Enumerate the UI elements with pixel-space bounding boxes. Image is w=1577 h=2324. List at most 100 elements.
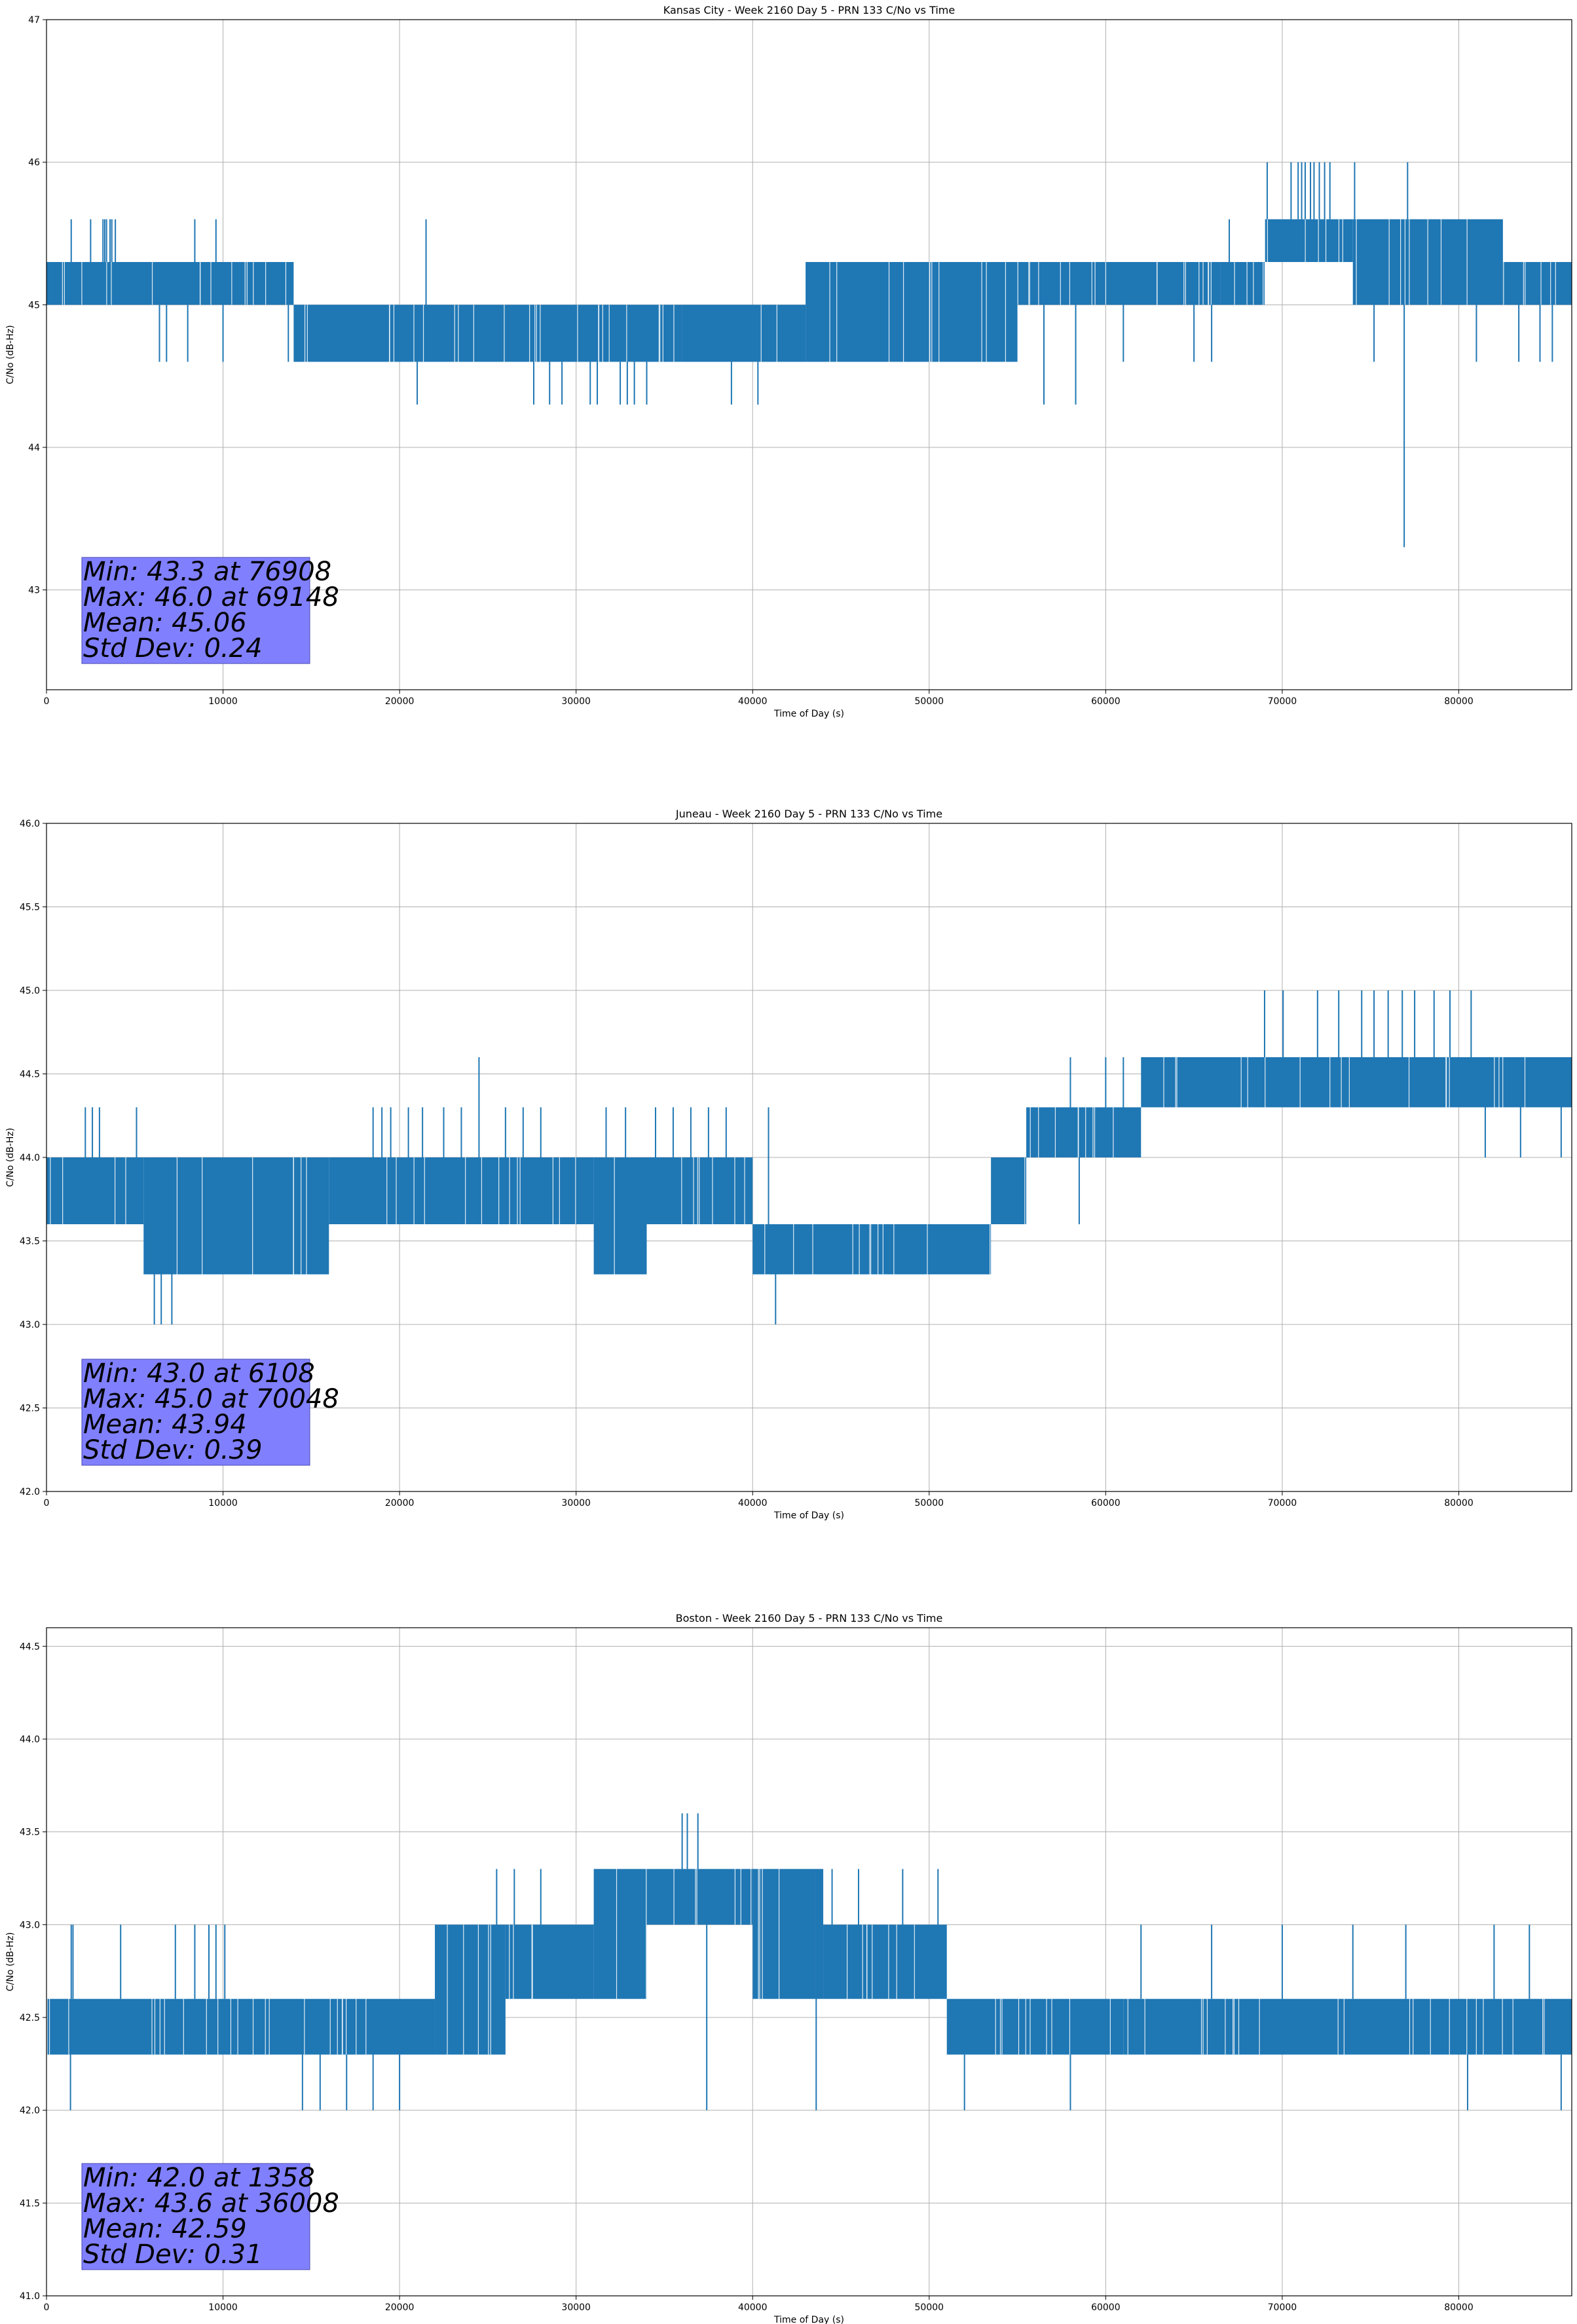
stats-line: Std Dev: 0.39: [83, 1435, 263, 1465]
y-tick-label: 43.5: [20, 1237, 40, 1247]
x-tick-label: 80000: [1444, 1498, 1474, 1509]
axes-frame: [46, 823, 1572, 1492]
cno-band: [1017, 262, 1221, 305]
cno-band: [752, 1224, 992, 1275]
x-axis-label: Time of Day (s): [773, 2315, 844, 2324]
cno-band: [806, 262, 1018, 362]
x-tick-label: 10000: [208, 1498, 238, 1509]
x-tick-label: 0: [44, 2302, 50, 2313]
y-tick-label: 43: [28, 586, 40, 596]
x-tick-label: 20000: [385, 1498, 415, 1509]
y-tick-label: 42.5: [20, 1404, 40, 1414]
y-tick-label: 45.0: [20, 986, 40, 996]
x-tick-label: 60000: [1091, 696, 1121, 707]
x-tick-label: 40000: [738, 1498, 768, 1509]
stats-line: Max: 45.0 at 70048: [83, 1384, 339, 1414]
x-tick-label: 70000: [1268, 2302, 1297, 2313]
y-tick-label: 46.0: [20, 819, 40, 829]
x-tick-label: 60000: [1091, 1498, 1121, 1509]
cno-band: [46, 262, 294, 305]
stats-box: [81, 2163, 310, 2270]
x-tick-label: 70000: [1268, 696, 1297, 707]
cno-band: [646, 1869, 753, 1925]
cno-band: [293, 305, 682, 362]
chart-title: Boston - Week 2160 Day 5 - PRN 133 C/No …: [676, 1612, 943, 1624]
stats-line: Mean: 42.59: [83, 2214, 247, 2244]
series-cno: [46, 162, 1572, 548]
cno-band: [946, 1998, 1124, 2055]
cno-band: [646, 1157, 753, 1224]
chart-3: 0 10000 20000 30000 40000 50000 60000 70000 8000…: [5, 1612, 1572, 2324]
chart-title: Kansas City - Week 2160 Day 5 - PRN 133 …: [663, 4, 955, 16]
stats-line: Max: 43.6 at 36008: [83, 2188, 339, 2219]
y-tick-label: 41.0: [20, 2291, 40, 2302]
x-tick-label: 10000: [208, 2302, 238, 2313]
stats-line: Mean: 43.94: [83, 1410, 247, 1440]
x-tick-label: 30000: [561, 1498, 591, 1509]
stats-line: Mean: 45.06: [83, 608, 247, 638]
y-tick-label: 44.0: [20, 1153, 40, 1163]
y-tick-label: 45.5: [20, 903, 40, 913]
axes-frame: [46, 1627, 1572, 2296]
x-tick-label: 10000: [208, 696, 238, 707]
y-tick-label: 42.0: [20, 1487, 40, 1497]
y-tick-label: 43.0: [20, 1320, 40, 1330]
x-tick-label: 70000: [1268, 1498, 1297, 1509]
chart-title: Juneau - Week 2160 Day 5 - PRN 133 C/No …: [675, 808, 942, 820]
y-tick-label: 42.0: [20, 2106, 40, 2116]
y-axis-label: C/No (dB-Hz): [5, 325, 16, 384]
x-tick-label: 40000: [738, 696, 768, 707]
cno-band: [823, 1924, 947, 1999]
y-tick-label: 42.5: [20, 2013, 40, 2023]
stats-line: Min: 42.0 at 1358: [83, 2163, 315, 2193]
x-axis-label: Time of Day (s): [773, 709, 844, 719]
cno-band: [1026, 1107, 1141, 1157]
cno-band: [1220, 262, 1265, 305]
cno-band: [46, 1998, 436, 2055]
y-axis-label: C/No (dB-Hz): [5, 1932, 16, 1991]
y-tick-label: 46: [28, 158, 40, 168]
y-tick-label: 44: [28, 443, 40, 453]
x-tick-label: 80000: [1444, 2302, 1474, 2313]
cno-band: [991, 1157, 1027, 1224]
series-cno: [46, 1813, 1572, 2110]
stats-box: [81, 1359, 310, 1466]
x-tick-label: 20000: [385, 696, 415, 707]
cno-band: [329, 1157, 594, 1224]
x-tick-label: 60000: [1091, 2302, 1121, 2313]
cno-band: [1123, 1998, 1572, 2055]
stats-line: Min: 43.0 at 6108: [83, 1359, 315, 1389]
y-tick-label: 41.5: [20, 2198, 40, 2209]
stats-line: Std Dev: 0.31: [83, 2240, 263, 2270]
cno-band: [682, 305, 806, 362]
x-tick-label: 30000: [561, 696, 591, 707]
x-axis-label: Time of Day (s): [773, 1510, 844, 1521]
x-tick-label: 50000: [915, 696, 944, 707]
y-tick-label: 43.0: [20, 1920, 40, 1930]
stats-box: [81, 557, 310, 664]
x-tick-label: 80000: [1444, 696, 1474, 707]
chart-1: 0 10000 20000 30000 40000 50000 60000 70000 8000…: [5, 4, 1572, 719]
axes-frame: [46, 19, 1572, 690]
stats-line: Max: 46.0 at 69148: [83, 582, 339, 612]
chart-2: 0 10000 20000 30000 40000 50000 60000 70000 8000…: [5, 808, 1572, 1521]
series-cno: [46, 990, 1572, 1324]
cno-band: [46, 1157, 144, 1224]
y-tick-label: 44.5: [20, 1641, 40, 1652]
x-tick-label: 0: [44, 1498, 50, 1509]
cno-band: [1141, 1057, 1572, 1108]
x-tick-label: 50000: [915, 1498, 944, 1509]
x-tick-label: 40000: [738, 2302, 768, 2313]
x-tick-label: 20000: [385, 2302, 415, 2313]
y-tick-label: 44.5: [20, 1070, 40, 1080]
stats-line: Std Dev: 0.24: [83, 633, 263, 664]
cno-band: [1502, 262, 1572, 305]
cno-band: [593, 1157, 647, 1275]
y-tick-label: 45: [28, 300, 40, 310]
y-tick-label: 43.5: [20, 1827, 40, 1838]
x-tick-label: 30000: [561, 2302, 591, 2313]
cno-band: [435, 1924, 506, 2055]
cno-band: [143, 1157, 329, 1275]
cno-band: [593, 1869, 647, 1999]
